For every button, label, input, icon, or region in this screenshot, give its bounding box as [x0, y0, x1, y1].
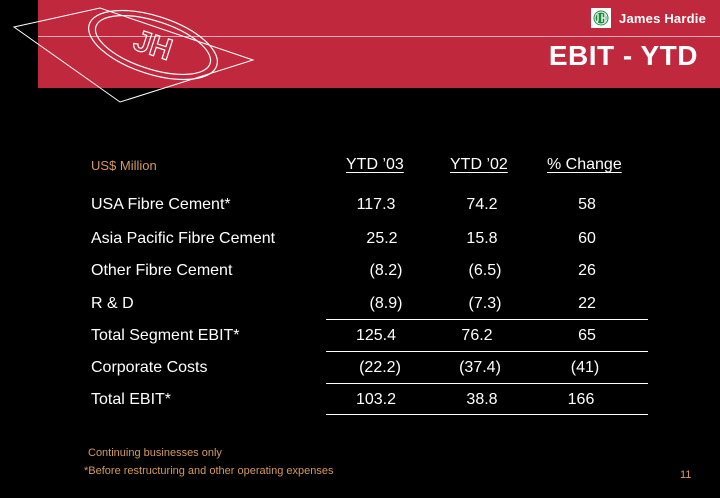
table-divider	[326, 414, 648, 415]
table-cell: 60	[578, 230, 596, 247]
page-number: 11	[680, 469, 692, 481]
table-cell: 26	[578, 262, 596, 279]
footnote-continuing: Continuing businesses only	[88, 447, 222, 459]
table-cell: 125.4	[355, 327, 397, 344]
units-label: US$ Million	[91, 158, 157, 173]
table-cell: 58	[578, 196, 596, 213]
row-label: Total EBIT*	[91, 391, 172, 408]
footnote-restructuring: *Before restructuring and other operatin…	[84, 465, 334, 477]
brand: James Hardie	[591, 7, 706, 29]
table-divider	[326, 319, 648, 320]
logo-letters: JH	[130, 24, 177, 67]
table-cell: (6.5)	[468, 262, 502, 279]
table-cell: 117.3	[356, 196, 396, 213]
table-cell: 15.8	[466, 230, 498, 247]
jh-logo-graphic: JH	[12, 7, 255, 103]
table-divider	[326, 351, 648, 352]
jh-mark-icon	[591, 8, 612, 28]
company-name: James Hardie	[619, 10, 706, 26]
table-cell: 103.2	[355, 391, 397, 408]
table-cell: 74.2	[466, 196, 498, 213]
row-label: Total Segment EBIT*	[91, 327, 240, 344]
table-cell: (37.4)	[459, 359, 501, 376]
row-label: R & D	[91, 295, 134, 312]
table-cell: (8.2)	[369, 262, 403, 279]
table-cell: (8.9)	[369, 295, 403, 312]
row-label: Corporate Costs	[91, 359, 208, 376]
table-cell: 65	[578, 327, 596, 344]
table-cell: 166	[567, 391, 595, 408]
column-header-ytd02: YTD ’02	[450, 156, 508, 173]
table-divider	[326, 383, 648, 384]
table-cell: 25.2	[366, 230, 398, 247]
column-header-change: % Change	[547, 156, 622, 173]
table-cell: (41)	[570, 359, 600, 376]
table-cell: 38.8	[466, 391, 498, 408]
page-title: EBIT - YTD	[548, 40, 698, 71]
header-rule	[38, 36, 720, 37]
table-cell: (22.2)	[359, 359, 401, 376]
table-cell: (7.3)	[468, 295, 502, 312]
row-label: USA Fibre Cement*	[91, 196, 231, 213]
row-label: Asia Pacific Fibre Cement	[91, 230, 276, 247]
column-header-ytd03: YTD ’03	[346, 156, 404, 173]
table-cell: 22	[578, 295, 596, 312]
row-label: Other Fibre Cement	[91, 262, 233, 279]
table-cell: 76.2	[461, 327, 493, 344]
